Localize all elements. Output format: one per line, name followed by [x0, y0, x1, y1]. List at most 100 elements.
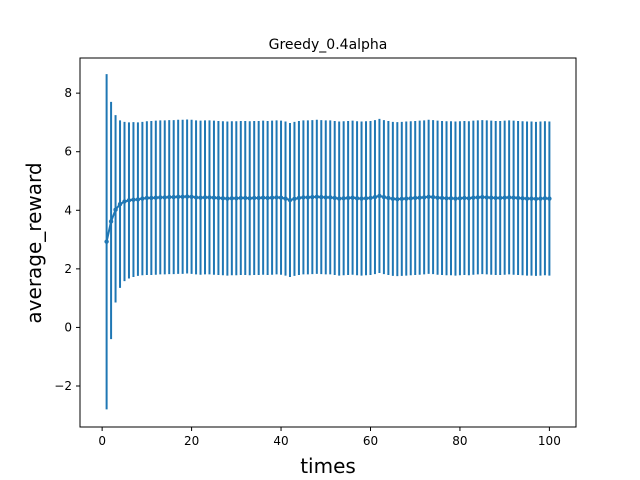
- data-point: [162, 195, 167, 200]
- data-point: [104, 239, 109, 244]
- data-point: [220, 196, 226, 201]
- data-point: [135, 197, 141, 202]
- data-point: [108, 219, 114, 224]
- data-point: [457, 196, 463, 201]
- data-point: [354, 196, 360, 201]
- chart-title: Greedy_0.4alpha: [269, 37, 388, 53]
- data-point: [421, 195, 427, 200]
- data-point: [547, 196, 552, 201]
- data-point: [171, 194, 176, 200]
- data-point: [363, 196, 369, 201]
- data-point: [189, 194, 194, 200]
- data-point: [198, 195, 203, 200]
- x-tick-label: 0: [98, 434, 106, 448]
- data-point: [260, 195, 266, 200]
- data-point: [158, 195, 163, 200]
- data-point: [225, 196, 230, 201]
- data-point: [497, 195, 503, 201]
- data-point: [301, 195, 306, 200]
- x-tick-label: 20: [184, 434, 199, 448]
- data-point: [265, 195, 270, 201]
- data-point: [439, 195, 445, 201]
- data-point: [435, 195, 440, 200]
- data-point: [390, 196, 396, 202]
- data-point: [149, 195, 154, 201]
- data-point: [413, 195, 418, 201]
- y-tick-label: 4: [64, 203, 72, 217]
- data-point: [243, 195, 248, 201]
- data-point: [475, 195, 481, 200]
- data-point: [511, 195, 516, 200]
- data-point: [292, 196, 297, 202]
- data-point: [404, 196, 409, 201]
- data-point: [238, 195, 243, 201]
- plot-area: [104, 74, 552, 410]
- data-point: [305, 195, 311, 200]
- data-point: [368, 195, 373, 201]
- data-point: [184, 194, 190, 199]
- x-axis-ticks: 0 20 40 60 80 100: [98, 427, 561, 448]
- data-point: [274, 195, 279, 200]
- data-point: [408, 196, 413, 201]
- data-point: [287, 197, 293, 203]
- data-point: [538, 196, 543, 201]
- y-tick-label: 2: [64, 262, 72, 276]
- data-point: [395, 196, 400, 202]
- data-point: [542, 196, 548, 201]
- data-point: [256, 195, 261, 201]
- y-axis-ticks: −2 0 2 4 6 8: [54, 86, 80, 393]
- data-point: [529, 196, 534, 201]
- y-tick-label: 6: [64, 145, 72, 159]
- data-point: [506, 195, 512, 200]
- data-point: [175, 194, 181, 200]
- data-point: [216, 195, 221, 201]
- axes-frame: [79, 57, 577, 428]
- data-point: [296, 195, 302, 201]
- data-point: [386, 195, 391, 201]
- data-point: [430, 194, 436, 200]
- data-point: [502, 195, 507, 200]
- x-axis-label: times: [300, 454, 356, 478]
- data-point: [314, 194, 320, 200]
- data-point: [131, 197, 136, 202]
- data-point: [524, 196, 530, 201]
- data-point: [140, 196, 145, 201]
- data-point: [202, 195, 208, 200]
- x-tick-label: 80: [452, 434, 467, 448]
- data-point: [372, 194, 378, 200]
- data-point: [167, 194, 172, 200]
- data-point: [252, 195, 257, 201]
- y-tick-label: −2: [54, 379, 72, 393]
- data-point: [359, 196, 364, 201]
- data-point: [426, 194, 431, 200]
- data-point: [283, 196, 288, 201]
- data-point: [417, 195, 422, 200]
- data-point: [180, 194, 185, 200]
- data-point: [229, 196, 235, 201]
- y-tick-label: 0: [64, 320, 72, 334]
- data-point: [489, 195, 494, 200]
- data-point: [193, 195, 199, 200]
- data-point: [310, 194, 315, 200]
- data-point: [278, 195, 284, 200]
- data-point: [269, 195, 275, 200]
- x-tick-label: 60: [363, 434, 378, 448]
- data-point: [328, 195, 333, 200]
- data-point: [211, 195, 217, 200]
- data-point: [466, 196, 472, 201]
- data-point: [332, 195, 337, 201]
- data-point: [377, 193, 382, 199]
- data-point: [234, 196, 239, 201]
- data-point: [323, 195, 328, 200]
- data-point: [493, 195, 498, 201]
- data-point: [480, 194, 485, 200]
- data-point: [520, 196, 525, 201]
- data-point: [471, 195, 476, 200]
- data-point: [319, 194, 324, 200]
- mean-line: [105, 194, 550, 242]
- data-point: [350, 195, 355, 200]
- y-axis-label: average_reward: [22, 162, 46, 323]
- data-point: [448, 196, 454, 201]
- data-point: [444, 196, 449, 201]
